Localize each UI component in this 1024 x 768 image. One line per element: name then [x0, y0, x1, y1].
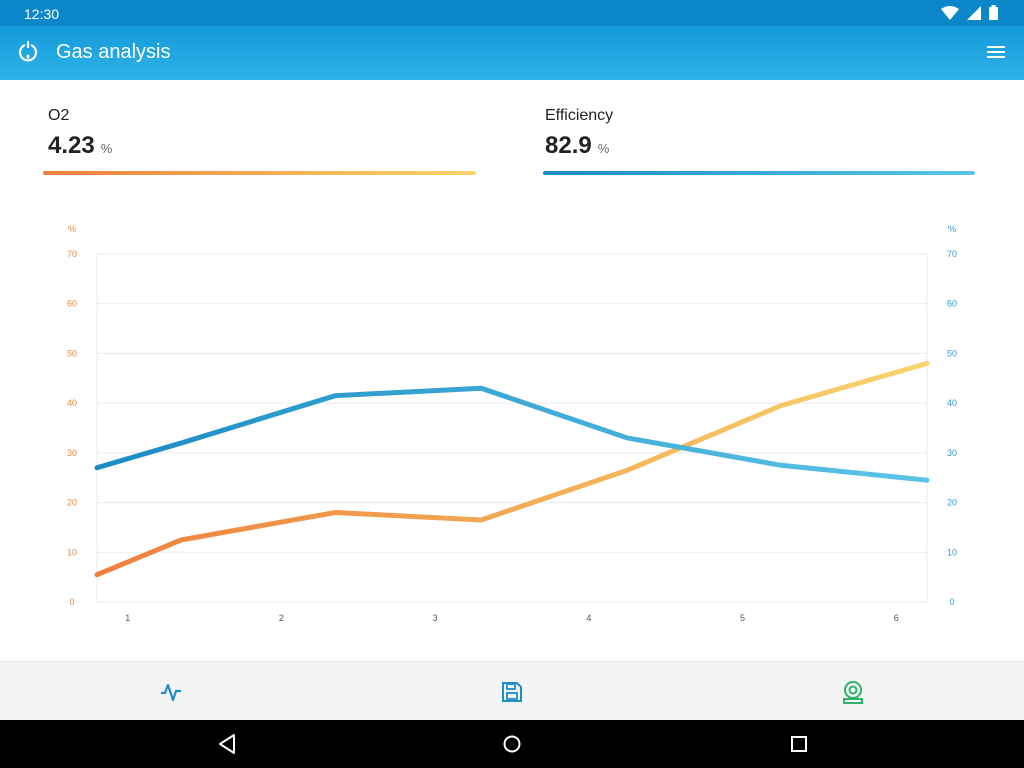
left-axis-tick-label: 70: [67, 249, 77, 259]
left-axis-tick-label: 30: [67, 448, 77, 458]
left-axis-tick-label: 20: [67, 498, 77, 508]
left-axis-tick-label: 60: [67, 299, 77, 309]
system-navigation-bar: [0, 720, 1024, 768]
signal-icon: [967, 5, 981, 20]
page-title: Gas analysis: [56, 41, 171, 63]
recents-icon[interactable]: [788, 733, 810, 755]
left-axis-tick-label: 50: [67, 348, 77, 358]
floppy-disk-icon[interactable]: [500, 680, 524, 704]
battery-icon: [989, 5, 998, 20]
left-axis-tick-label: 10: [67, 547, 77, 557]
left-axis-tick-label: 40: [67, 398, 77, 408]
home-icon[interactable]: [501, 733, 523, 755]
efficiency-unit: %: [597, 141, 610, 156]
x-axis-tick-label: 4: [586, 613, 591, 623]
right-axis-tick-label: 50: [947, 348, 957, 358]
o2-gradient-bar: [43, 171, 476, 175]
right-axis-tick-label: 70: [947, 249, 957, 259]
right-axis-tick-label: 60: [947, 299, 957, 309]
chart-area: 0 0 10 10 20 20 30 30 40 40 50 50 60 60 70 70%% 1 2 3 4 5 6: [0, 200, 1024, 640]
hamburger-menu-icon[interactable]: [986, 43, 1006, 61]
status-bar: 12:30: [0, 0, 1024, 26]
x-axis-tick-label: 1: [125, 613, 130, 623]
wifi-icon: [941, 5, 959, 20]
x-axis-tick-label: 2: [279, 613, 284, 623]
efficiency-gradient-bar: [543, 171, 975, 175]
gas-analyzer-icon[interactable]: [841, 680, 865, 704]
app-bar: Gas analysis: [0, 26, 1024, 80]
status-time: 12:30: [24, 6, 60, 22]
efficiency-label: Efficiency: [545, 107, 614, 124]
right-axis-unit: %: [948, 224, 956, 234]
x-axis-tick-label: 3: [433, 613, 438, 623]
efficiency-value-row: 82.9%: [545, 132, 609, 160]
efficiency-value: 82.9: [545, 132, 592, 159]
right-axis-tick-label: 40: [947, 398, 957, 408]
o2-label: O2: [48, 107, 70, 124]
o2-unit: %: [100, 141, 113, 156]
o2-value-row: 4.23%: [48, 132, 112, 160]
left-axis-tick-label: 0: [69, 597, 74, 607]
right-axis-tick-label: 30: [947, 448, 957, 458]
line-chart: 0 0 10 10 20 20 30 30 40 40 50 50 60 60 70 70% % 1 2 3 4 5 6: [67, 224, 957, 623]
right-axis-tick-label: 20: [947, 498, 957, 508]
left-axis-unit: %: [68, 224, 76, 234]
bottom-navigation: [0, 661, 1024, 720]
efficiency-series-line: [94, 385, 930, 483]
x-axis-tick-label: 5: [740, 613, 745, 623]
right-axis-tick-label: 10: [947, 547, 957, 557]
back-icon[interactable]: [216, 733, 238, 755]
right-axis-tick-label: 0: [949, 597, 954, 607]
pulse-wave-icon[interactable]: [159, 680, 183, 704]
x-axis-tick-label: 6: [894, 613, 899, 623]
plot-frame: [96, 253, 928, 603]
o2-value: 4.23: [48, 132, 95, 159]
status-icons: [941, 5, 998, 20]
o2-series-line: [94, 360, 930, 578]
refresh-flame-icon[interactable]: [17, 40, 39, 64]
